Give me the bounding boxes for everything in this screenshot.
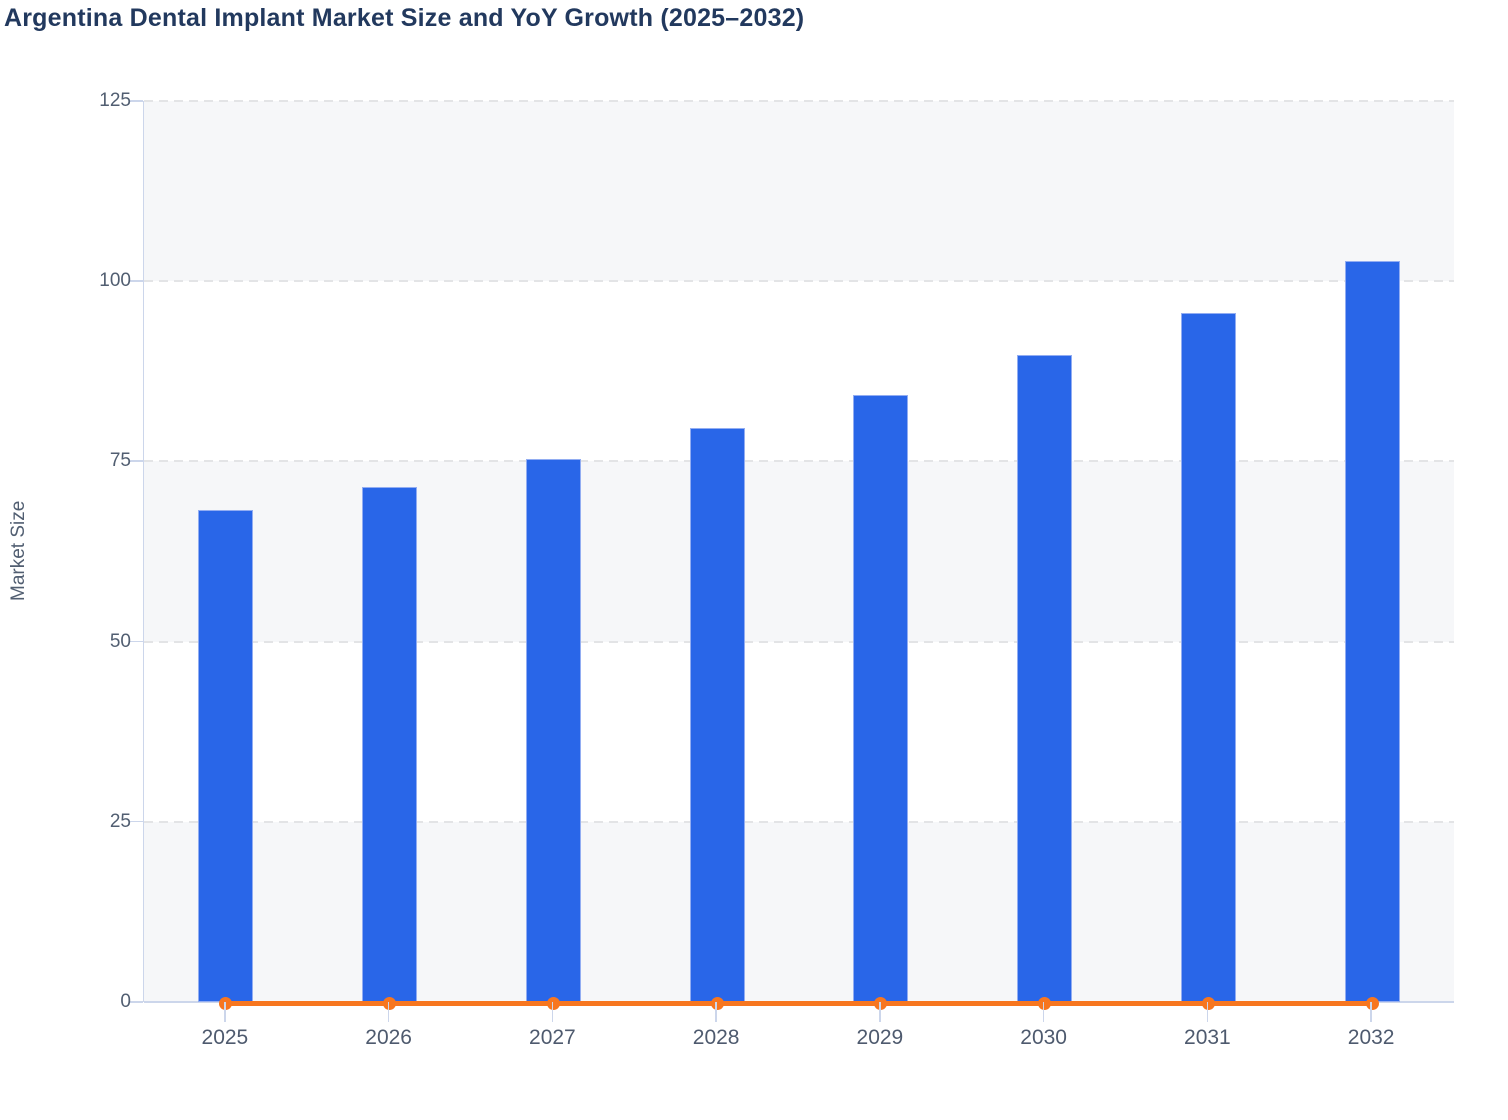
bar-2032[interactable] (1344, 261, 1400, 1002)
y-tick-label-125: 125 (99, 90, 131, 111)
bar-2028[interactable] (689, 428, 745, 1002)
bar-2031[interactable] (1180, 312, 1236, 1002)
y-tick-25 (130, 820, 143, 823)
x-tick-2027 (551, 1002, 554, 1022)
y-tick-label-100: 100 (99, 270, 131, 292)
y-tick-label-50: 50 (109, 630, 131, 652)
yoy-marker-2030[interactable] (1038, 996, 1052, 1010)
yoy-marker-2029[interactable] (874, 996, 888, 1010)
gridline-125 (144, 100, 1454, 102)
gridline-100 (144, 280, 1454, 283)
x-tick-2032 (1370, 1002, 1372, 1022)
y-tick-label-0: 0 (120, 991, 131, 1012)
bar-2027[interactable] (525, 459, 581, 1002)
x-tick-label-2030: 2030 (1020, 1026, 1067, 1049)
yoy-marker-2031[interactable] (1201, 996, 1215, 1010)
gridline-50 (144, 640, 1454, 643)
yoy-growth-line[interactable] (225, 1000, 1373, 1006)
x-tick-label-2031: 2031 (1184, 1026, 1231, 1049)
bar-2026[interactable] (362, 486, 418, 1002)
chart-title: Argentina Dental Implant Market Size and… (4, 4, 805, 32)
y-tick-50 (130, 640, 143, 643)
x-tick-2025 (224, 1002, 226, 1022)
y-axis-title: Market Size (8, 500, 29, 601)
x-tick-label-2032: 2032 (1347, 1026, 1395, 1049)
bar-2029[interactable] (853, 395, 909, 1002)
y-tick-label-75: 75 (109, 450, 131, 472)
yoy-marker-2032[interactable] (1365, 996, 1379, 1010)
plot-band (144, 821, 1454, 1002)
x-tick-label-2025: 2025 (201, 1026, 249, 1049)
x-tick-2028 (715, 1002, 717, 1022)
yoy-marker-2027[interactable] (546, 996, 560, 1010)
y-tick-0 (130, 1001, 143, 1003)
y-tick-75 (130, 460, 143, 462)
y-tick-125 (130, 100, 143, 102)
x-tick-label-2028: 2028 (692, 1026, 740, 1049)
plot-area[interactable] (143, 100, 1454, 1010)
plot-band (144, 101, 1454, 282)
x-tick-label-2026: 2026 (365, 1026, 412, 1049)
bar-2030[interactable] (1017, 354, 1073, 1002)
x-tick-2031 (1206, 1002, 1209, 1022)
x-tick-2029 (879, 1002, 881, 1022)
x-tick-label-2029: 2029 (856, 1026, 904, 1049)
plot-band (144, 461, 1454, 642)
yoy-marker-2025[interactable] (219, 996, 233, 1010)
y-tick-100 (130, 280, 143, 282)
bar-2025[interactable] (198, 510, 254, 1002)
yoy-marker-2026[interactable] (383, 996, 397, 1010)
gridline-75 (144, 460, 1454, 463)
x-tick-2030 (1042, 1002, 1045, 1022)
x-tick-2026 (387, 1002, 390, 1022)
yoy-marker-2028[interactable] (710, 996, 724, 1010)
x-tick-label-2027: 2027 (529, 1026, 576, 1049)
gridline-25 (144, 820, 1454, 823)
y-tick-label-25: 25 (109, 810, 131, 832)
